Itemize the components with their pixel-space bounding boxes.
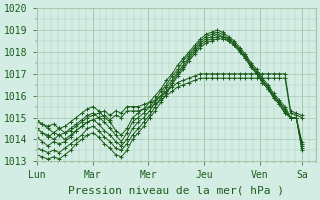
X-axis label: Pression niveau de la mer( hPa ): Pression niveau de la mer( hPa ) <box>68 186 284 196</box>
